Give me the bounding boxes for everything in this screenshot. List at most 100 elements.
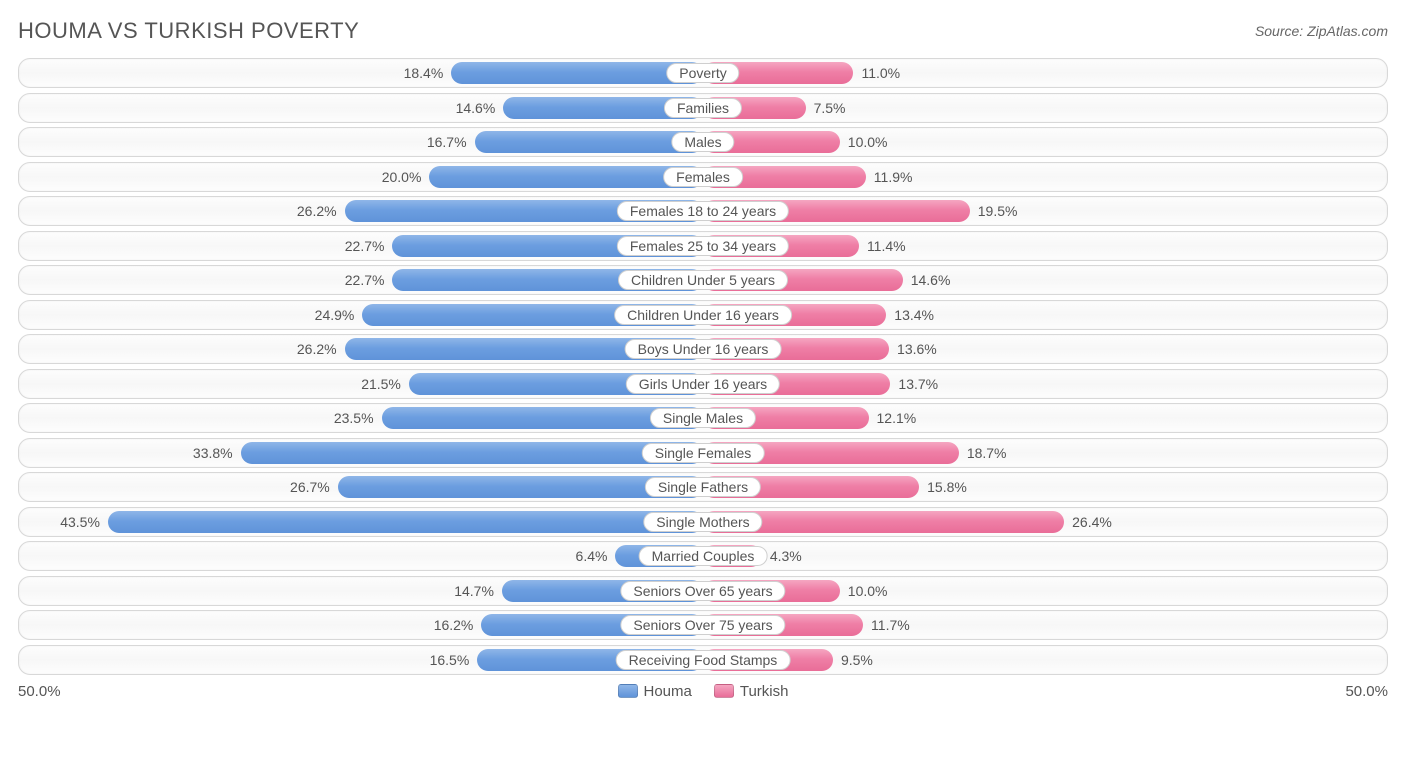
left-half: 14.7%	[19, 577, 703, 605]
right-value: 19.5%	[978, 203, 1018, 219]
category-label: Single Females	[642, 443, 765, 463]
chart-row: 14.6%7.5%Families	[18, 93, 1388, 123]
chart-footer: 50.0% Houma Turkish 50.0%	[18, 683, 1388, 700]
right-value: 13.4%	[894, 307, 934, 323]
right-value: 7.5%	[814, 100, 846, 116]
category-label: Females 18 to 24 years	[617, 201, 789, 221]
right-half: 11.7%	[703, 611, 1387, 639]
legend-label-right: Turkish	[740, 683, 789, 700]
source-label: Source:	[1255, 23, 1307, 39]
right-value: 11.4%	[867, 238, 906, 254]
left-value: 43.5%	[60, 514, 100, 530]
category-label: Children Under 16 years	[614, 305, 792, 325]
right-half: 19.5%	[703, 197, 1387, 225]
left-value: 18.4%	[404, 65, 444, 81]
left-half: 16.2%	[19, 611, 703, 639]
left-value: 16.2%	[434, 617, 474, 633]
chart-row: 16.7% 10.0% Males	[18, 127, 1388, 157]
source-link[interactable]: ZipAtlas.com	[1307, 23, 1388, 39]
left-half: 26.7%	[19, 473, 703, 501]
left-half: 20.0%	[19, 163, 703, 191]
right-half: 10.0%	[703, 128, 1387, 156]
left-half: 24.9%	[19, 301, 703, 329]
left-value: 14.7%	[454, 583, 494, 599]
right-half: 11.4%	[703, 232, 1387, 260]
right-half: 7.5%	[703, 94, 1387, 122]
category-label: Single Mothers	[643, 512, 762, 532]
chart-row: 14.7%10.0%Seniors Over 65 years	[18, 576, 1388, 606]
legend-swatch-right	[714, 684, 734, 698]
right-half: 10.0%	[703, 577, 1387, 605]
left-half: 14.6%	[19, 94, 703, 122]
category-label: Females 25 to 34 years	[617, 236, 789, 256]
left-half: 43.5%	[19, 508, 703, 536]
chart-row: 33.8% 18.7% Single Females	[18, 438, 1388, 468]
left-half: 21.5%	[19, 370, 703, 398]
category-label: Married Couples	[639, 546, 768, 566]
chart-row: 24.9% 13.4% Children Under 16 years	[18, 300, 1388, 330]
right-value: 10.0%	[848, 583, 888, 599]
right-value: 10.0%	[848, 134, 888, 150]
right-half: 26.4%	[703, 508, 1387, 536]
category-label: Males	[671, 132, 734, 152]
chart-row: 20.0%11.9%Females	[18, 162, 1388, 192]
category-label: Poverty	[666, 63, 739, 83]
left-bar	[475, 131, 703, 153]
right-value: 9.5%	[841, 652, 873, 668]
left-value: 26.2%	[297, 203, 337, 219]
left-half: 16.7%	[19, 128, 703, 156]
category-label: Seniors Over 75 years	[620, 615, 785, 635]
legend-item-right: Turkish	[714, 683, 789, 700]
right-value: 11.7%	[871, 617, 910, 633]
left-value: 26.7%	[290, 479, 330, 495]
chart-row: 22.7% 11.4% Females 25 to 34 years	[18, 231, 1388, 261]
right-half: 13.7%	[703, 370, 1387, 398]
chart-row: 43.5% 26.4%Single Mothers	[18, 507, 1388, 537]
right-value: 13.7%	[898, 376, 938, 392]
left-half: 6.4%	[19, 542, 703, 570]
right-value: 4.3%	[770, 548, 802, 564]
chart-source: Source: ZipAtlas.com	[1255, 23, 1388, 39]
axis-right-max: 50.0%	[1345, 683, 1388, 700]
category-label: Children Under 5 years	[618, 270, 788, 290]
right-half: 14.6%	[703, 266, 1387, 294]
legend: Houma Turkish	[618, 683, 789, 700]
left-value: 26.2%	[297, 341, 337, 357]
axis-left-max: 50.0%	[18, 683, 61, 700]
category-label: Single Males	[650, 408, 756, 428]
left-half: 33.8%	[19, 439, 703, 467]
left-half: 18.4%	[19, 59, 703, 87]
right-half: 11.0%	[703, 59, 1387, 87]
category-label: Boys Under 16 years	[625, 339, 782, 359]
right-half: 18.7%	[703, 439, 1387, 467]
left-value: 6.4%	[576, 548, 608, 564]
right-value: 12.1%	[877, 410, 917, 426]
left-value: 22.7%	[345, 238, 385, 254]
left-value: 16.5%	[430, 652, 470, 668]
left-value: 33.8%	[193, 445, 233, 461]
right-value: 18.7%	[967, 445, 1007, 461]
chart-row: 26.2% 19.5% Females 18 to 24 years	[18, 196, 1388, 226]
left-value: 14.6%	[456, 100, 496, 116]
left-bar	[451, 62, 703, 84]
right-value: 13.6%	[897, 341, 937, 357]
left-half: 23.5%	[19, 404, 703, 432]
chart-row: 21.5%13.7%Girls Under 16 years	[18, 369, 1388, 399]
category-label: Single Fathers	[645, 477, 761, 497]
right-half: 13.6%	[703, 335, 1387, 363]
chart-title: HOUMA VS TURKISH POVERTY	[18, 18, 359, 44]
left-half: 22.7%	[19, 266, 703, 294]
right-half: 13.4%	[703, 301, 1387, 329]
right-half: 12.1%	[703, 404, 1387, 432]
left-bar	[241, 442, 703, 464]
chart-row: 26.2% 13.6% Boys Under 16 years	[18, 334, 1388, 364]
left-value: 23.5%	[334, 410, 374, 426]
left-value: 21.5%	[361, 376, 401, 392]
left-half: 16.5%	[19, 646, 703, 674]
chart-row: 6.4% 4.3%Married Couples	[18, 541, 1388, 571]
left-half: 26.2%	[19, 335, 703, 363]
category-label: Females	[663, 167, 743, 187]
left-value: 20.0%	[382, 169, 422, 185]
category-label: Receiving Food Stamps	[616, 650, 791, 670]
left-half: 26.2%	[19, 197, 703, 225]
